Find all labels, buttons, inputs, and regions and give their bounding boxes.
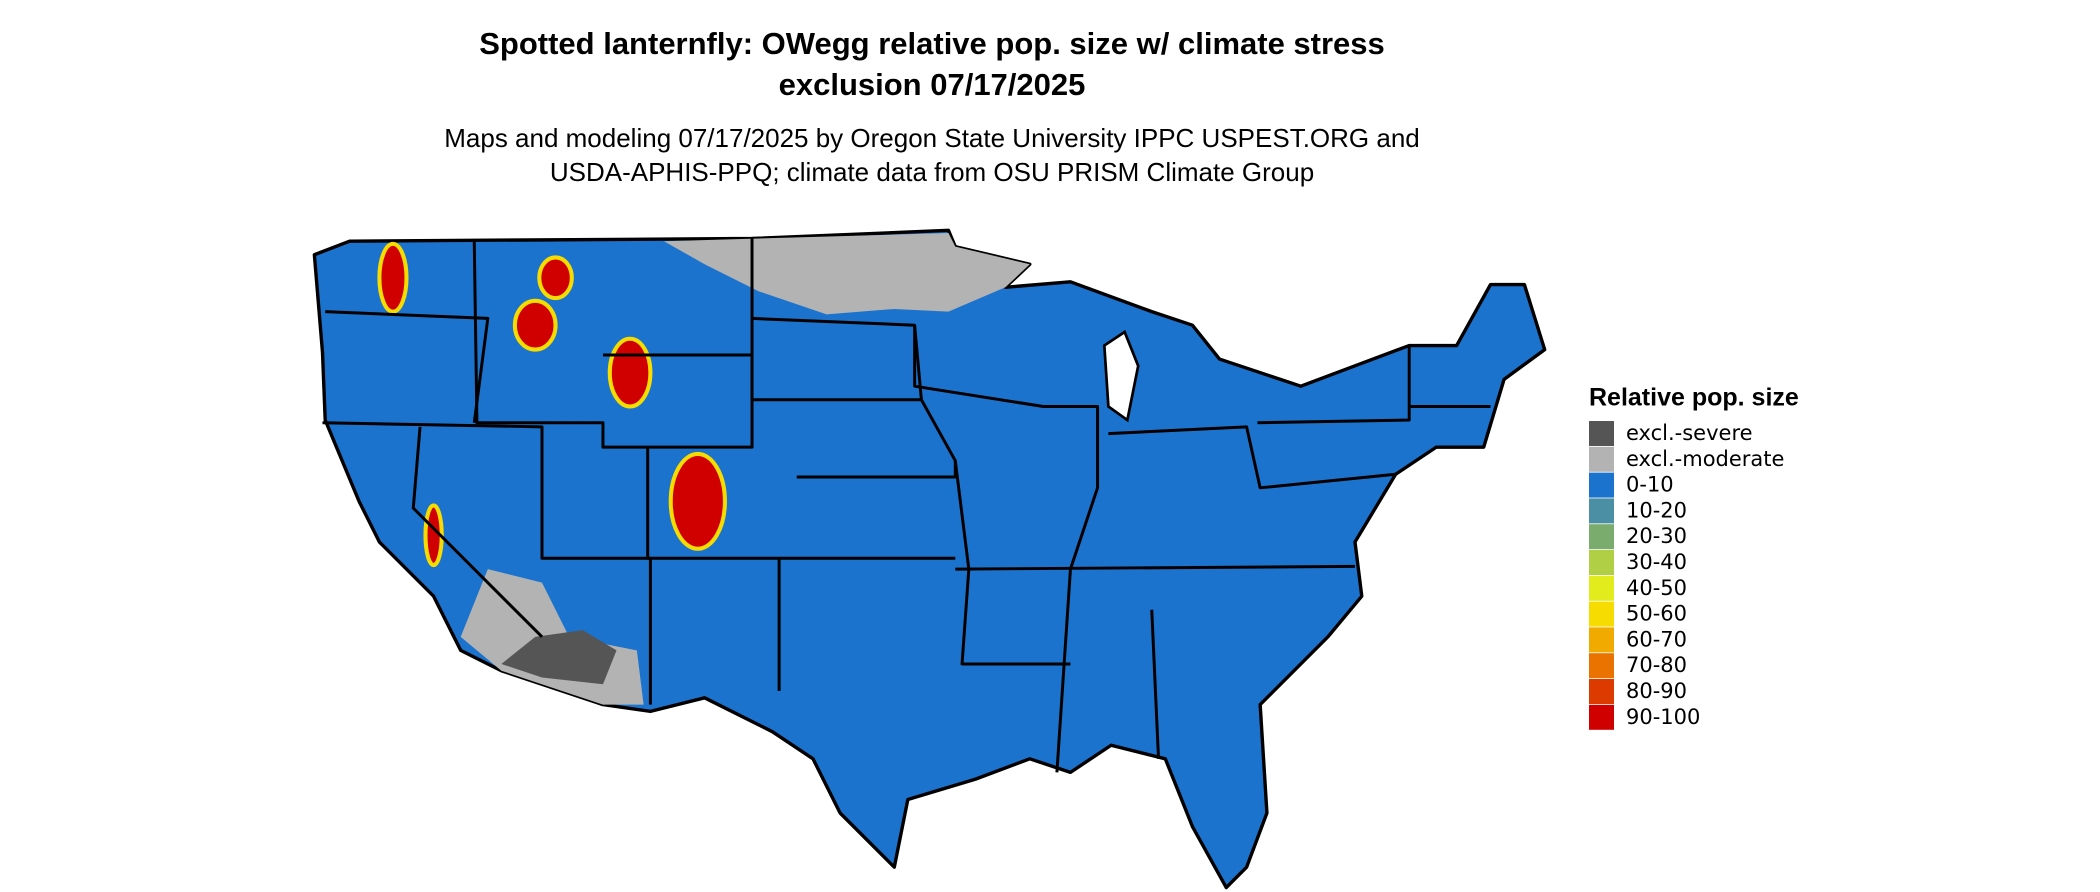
legend-label: 50-60 [1626,602,1687,626]
legend-swatch [1589,498,1614,524]
legend: excl.-severeexcl.-moderate0-1010-2020-30… [1589,421,1784,730]
map [312,228,1547,890]
legend-label: 20-30 [1626,524,1687,548]
hotspots [377,241,727,568]
title: Spotted lanternfly: OWegg relative pop. … [479,26,1385,61]
legend-label: excl.-severe [1626,421,1753,445]
legend-label: excl.-moderate [1626,447,1784,471]
legend-swatch [1589,421,1614,446]
legend-swatch [1589,601,1614,627]
legend-swatch [1589,446,1614,472]
legend-swatch [1589,627,1614,653]
legend-swatch [1589,472,1614,498]
legend-swatch [1589,653,1614,679]
legend-label: 80-90 [1626,679,1687,703]
subtitle: Maps and modeling 07/17/2025 by Oregon S… [444,123,1420,153]
legend-label: 40-50 [1626,576,1687,600]
legend-swatch [1589,575,1614,601]
legend-swatch [1589,550,1614,575]
legend-label: 90-100 [1626,705,1700,729]
excl-severe-area [501,630,617,685]
legend-label: 0-10 [1626,473,1674,497]
legend-swatch [1589,524,1614,550]
legend-label: 30-40 [1626,550,1687,574]
state-borders [322,238,1491,773]
legend-label: 70-80 [1626,653,1687,677]
subtitle: USDA-APHIS-PPQ; climate data from OSU PR… [550,157,1314,187]
legend-label: 10-20 [1626,498,1687,522]
legend-swatch [1589,679,1614,704]
excl-moderate-area [663,233,1030,315]
lake [1102,329,1140,423]
legend-label: 60-70 [1626,627,1687,651]
legend-swatch [1589,704,1614,730]
title: exclusion 07/17/2025 [779,67,1086,102]
legend-title: Relative pop. size [1589,384,1799,412]
